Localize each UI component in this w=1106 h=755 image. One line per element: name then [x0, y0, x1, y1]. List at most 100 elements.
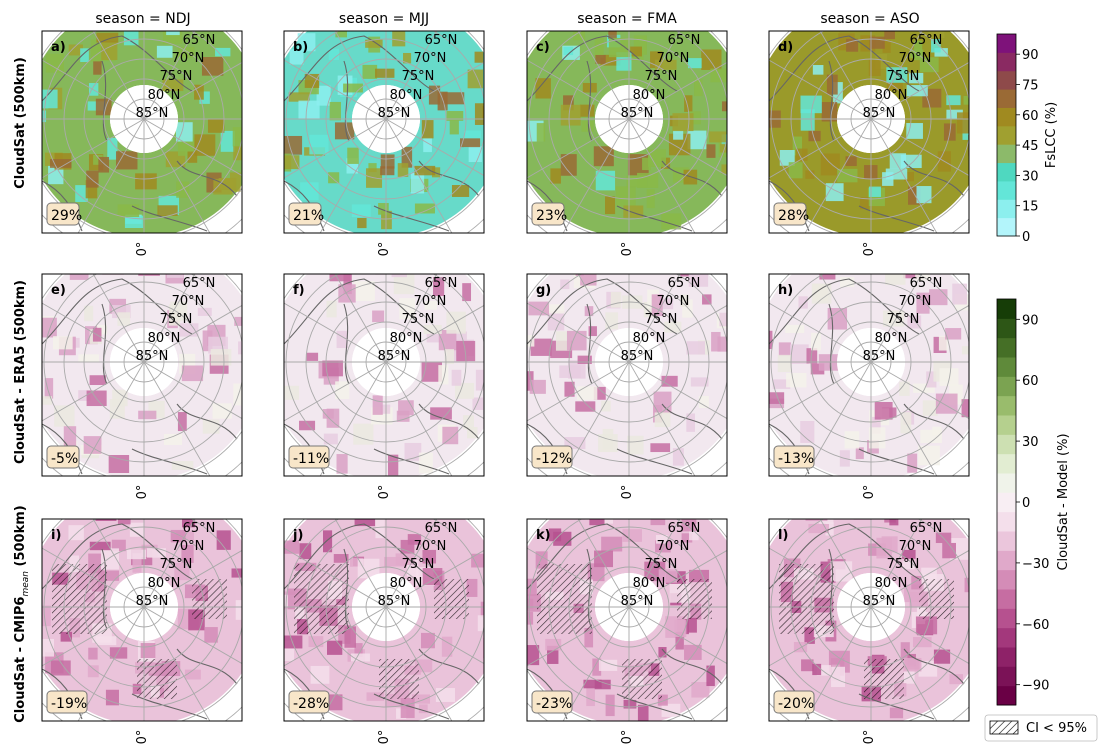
data-cell [68, 44, 83, 56]
data-cell [462, 283, 472, 302]
data-cell [902, 549, 916, 559]
panel-letter: e) [51, 283, 66, 298]
data-cell [468, 146, 482, 163]
colorbar-segment [997, 666, 1016, 687]
data-cell [96, 324, 108, 335]
latitude-label: 80°N [633, 331, 666, 346]
latitude-label: 65°N [425, 521, 458, 536]
panel-value-box: -12% [531, 445, 573, 469]
data-cell [306, 352, 319, 361]
data-cell [449, 120, 459, 135]
data-cell [284, 635, 303, 649]
latitude-label: 80°N [633, 576, 666, 591]
coastline [769, 278, 965, 475]
colorbar-diff: −90 −60 −30 0 30 60 90 CloudSat - Model (%) [996, 298, 1071, 706]
data-cell [89, 252, 108, 268]
colorbar-tick-label: 90 [1022, 313, 1039, 328]
colorbar-segment [997, 473, 1016, 493]
latitude-label: 65°N [910, 276, 943, 291]
data-cell [68, 525, 84, 541]
graticule [284, 274, 484, 476]
map-area: 65°N 70°N 75°N 80°N 85°N g) -12% [527, 274, 727, 476]
data-cell [855, 447, 864, 460]
data-cell [231, 568, 242, 578]
data-cell [687, 130, 707, 150]
data-cell [721, 101, 727, 112]
data-cell [583, 679, 602, 689]
colorbar-tick-label: 60 [1022, 109, 1039, 124]
data-cell [653, 298, 674, 310]
data-cell [380, 154, 395, 169]
data-cell [634, 507, 643, 518]
data-cell [581, 121, 594, 132]
data-cell [232, 127, 242, 147]
data-cell [138, 410, 157, 420]
latitude-label: 75°N [402, 557, 435, 572]
data-cell [357, 558, 380, 579]
data-cell [90, 39, 101, 62]
data-cell [598, 434, 618, 453]
data-cell [593, 386, 606, 400]
graticule [42, 274, 242, 476]
latitude-label: 75°N [887, 69, 920, 84]
data-cell [398, 400, 414, 416]
colorbar-segment [997, 89, 1016, 108]
panel-frame [768, 518, 970, 722]
data-cell [566, 330, 587, 351]
data-cell [75, 185, 88, 202]
latitude-label: 85°N [136, 594, 169, 609]
data-cell [845, 156, 857, 167]
data-cell [397, 163, 409, 177]
data-cell [220, 130, 235, 152]
data-cell [686, 341, 705, 355]
data-cell [54, 405, 75, 427]
data-cell [956, 112, 969, 134]
data-cell [550, 168, 561, 184]
colorbar-segment [997, 52, 1016, 72]
panel-value-box: 21% [288, 202, 324, 226]
data-cell [456, 340, 476, 362]
latitude-label: 80°N [148, 576, 181, 591]
value-box-bg [46, 445, 80, 469]
data-cell [680, 274, 690, 277]
meridian [284, 549, 484, 667]
data-cell [658, 569, 678, 583]
data-cell [946, 109, 963, 120]
colorbar-tick-label: −60 [1022, 618, 1049, 633]
data-cell [426, 333, 447, 343]
data-cell [889, 519, 899, 526]
data-cell [790, 344, 809, 364]
data-cell [593, 146, 614, 167]
data-cell [687, 58, 702, 69]
data-cell [433, 277, 445, 297]
colorbar-segment [997, 162, 1016, 182]
data-cell [431, 167, 441, 178]
data-cell [310, 665, 330, 684]
data-cell [101, 41, 118, 60]
data-cell [938, 335, 949, 351]
data-cell [912, 636, 932, 648]
row-label-cloudsat-era5: CloudSat - ERA5 (500km) [13, 280, 28, 464]
data-cell [442, 92, 465, 105]
data-cell [777, 354, 792, 373]
map-panel-j: 65°N 70°N 75°N 80°N 85°N j) -28% 0° [283, 518, 485, 744]
data-cell [357, 217, 367, 229]
panel-letter: a) [51, 40, 66, 55]
data-cell [78, 390, 91, 401]
data-cell [563, 95, 574, 111]
data-cell [560, 154, 577, 176]
meridian [42, 61, 242, 179]
hatch-patch [537, 564, 592, 634]
data-cell [719, 143, 727, 153]
data-cell [442, 426, 459, 445]
data-cell [354, 519, 376, 527]
latitude-label: 65°N [668, 33, 701, 48]
data-cell [451, 369, 462, 386]
panel-value-box: 29% [46, 202, 82, 226]
row-label-cmip6-sub: mean [21, 571, 31, 597]
map-panel-b: 65°N 70°N 75°N 80°N 85°N b) 21% 0° [283, 30, 485, 256]
latitude-label: 75°N [645, 557, 678, 572]
panel-letter: g) [536, 283, 551, 298]
data-cell [909, 72, 924, 84]
data-cell [543, 304, 565, 314]
